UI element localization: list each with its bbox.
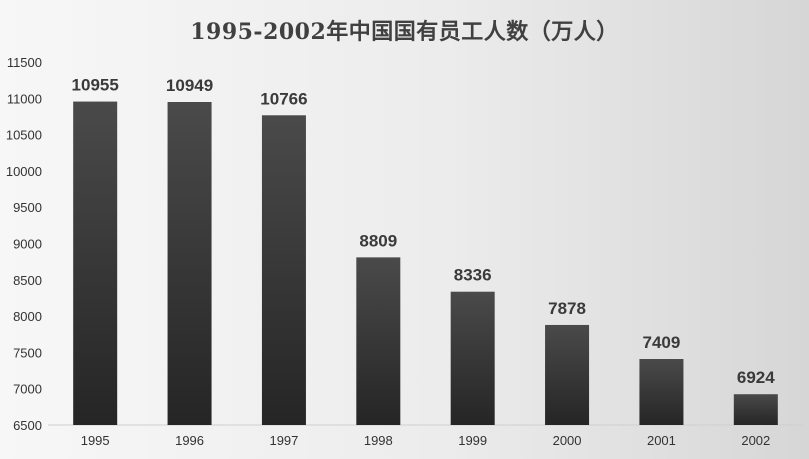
data-label-1998: 8809 [359, 231, 397, 250]
y-tick-label: 8500 [13, 273, 42, 288]
bar-1996 [167, 102, 212, 426]
x-tick-label-1996: 1996 [175, 433, 204, 448]
y-tick-label: 8000 [13, 309, 42, 324]
data-label-1995: 10955 [72, 76, 119, 95]
bar-1995 [73, 101, 118, 425]
data-label-2002: 6924 [737, 368, 775, 387]
data-label-2000: 7878 [548, 299, 586, 318]
y-tick-label: 10500 [6, 128, 42, 143]
bar-2000 [545, 324, 590, 425]
x-tick-label-2000: 2000 [553, 433, 582, 448]
data-label-1996: 10949 [166, 76, 213, 95]
x-tick-label-1995: 1995 [81, 433, 110, 448]
bar-1998 [356, 257, 401, 425]
x-tick-label-1999: 1999 [458, 433, 487, 448]
data-label-1999: 8336 [454, 266, 492, 285]
y-tick-label: 9000 [13, 237, 42, 252]
x-tick-label-1998: 1998 [364, 433, 393, 448]
y-tick-label: 7500 [13, 345, 42, 360]
x-tick-label-1997: 1997 [269, 433, 298, 448]
y-tick-label: 11500 [7, 55, 42, 70]
y-tick-label: 11000 [7, 91, 42, 106]
data-label-2001: 7409 [643, 333, 681, 352]
bar-1997 [261, 115, 306, 426]
y-tick-label: 6500 [13, 418, 42, 433]
x-tick-label-2001: 2001 [647, 433, 676, 448]
y-tick-label: 9500 [13, 200, 42, 215]
y-tick-label: 10000 [6, 164, 42, 179]
bar-1999 [450, 291, 495, 425]
chart-title: 1995-2002年中国国有员工人数（万人） [190, 19, 619, 45]
y-tick-label: 7000 [13, 382, 42, 397]
bar-2002 [733, 394, 778, 425]
x-tick-label-2002: 2002 [741, 433, 770, 448]
data-label-1997: 10766 [260, 89, 307, 108]
bar-2001 [639, 359, 684, 425]
